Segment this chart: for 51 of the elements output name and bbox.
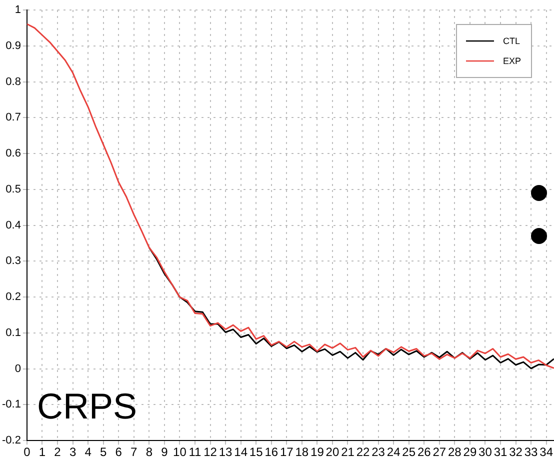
- y-tick-label: 0.2: [6, 291, 21, 304]
- y-tick-label: 0.9: [6, 40, 21, 52]
- y-tick-label: -0.2: [2, 434, 21, 447]
- annotation: CRPS: [36, 386, 137, 427]
- x-tick-label: 2: [54, 445, 62, 460]
- y-tick-label: -0.1: [2, 398, 21, 411]
- x-tick-label: 15: [249, 445, 264, 460]
- x-tick-label: 10: [173, 445, 187, 460]
- y-tick-label: 0.5: [6, 183, 21, 196]
- x-tick-label: 12: [204, 445, 218, 460]
- x-tick-label: 22: [356, 445, 370, 460]
- x-tick-label: 0: [24, 445, 31, 460]
- x-tick-label: 11: [188, 445, 202, 460]
- x-tick-label: 20: [326, 445, 340, 460]
- x-tick-label: 5: [100, 445, 107, 460]
- x-tick-label: 13: [218, 445, 233, 460]
- x-tick-label: 1: [38, 445, 46, 460]
- x-tick-label: 17: [280, 445, 294, 460]
- x-tick-label: 24: [386, 445, 401, 460]
- x-tick-label: 9: [161, 445, 168, 460]
- x-tick-label: 25: [402, 445, 416, 460]
- x-tick-label: 27: [432, 445, 446, 460]
- x-tick-label: 18: [295, 445, 309, 460]
- x-tick-label: 3: [69, 445, 76, 460]
- x-tick-label: 7: [130, 445, 138, 460]
- x-tick-label: 6: [115, 445, 122, 460]
- x-tick-label: 31: [494, 445, 508, 460]
- y-tick-label: 0.6: [6, 148, 21, 160]
- x-tick-label: 14: [234, 445, 248, 460]
- y-tick-label: 0.3: [6, 255, 21, 268]
- x-tick-label: 26: [417, 445, 432, 460]
- y-tick-label: 0.8: [6, 76, 21, 88]
- y-tick-label: 1: [14, 4, 21, 16]
- x-tick-label: 33: [524, 445, 538, 460]
- x-tick-label: 8: [146, 445, 153, 460]
- x-tick-label: 23: [372, 445, 386, 460]
- legend-label: CTL: [502, 36, 520, 46]
- y-tick-label: 0.4: [6, 219, 21, 232]
- x-tick-label: 30: [478, 445, 492, 460]
- x-tick-label: 34: [540, 445, 554, 460]
- x-tick-label: 16: [264, 445, 278, 460]
- legend-label: EXP: [502, 56, 521, 66]
- y-tick-label: 0.1: [6, 326, 21, 339]
- x-tick-label: 28: [448, 445, 462, 460]
- x-tick-label: 4: [84, 445, 92, 460]
- x-tick-label: 29: [463, 445, 477, 460]
- x-tick-label: 21: [341, 445, 355, 460]
- x-tick-label: 19: [310, 445, 324, 460]
- x-tick-label: 32: [509, 445, 523, 460]
- y-tick-label: 0.7: [6, 112, 21, 124]
- y-tick-label: 0: [14, 362, 21, 375]
